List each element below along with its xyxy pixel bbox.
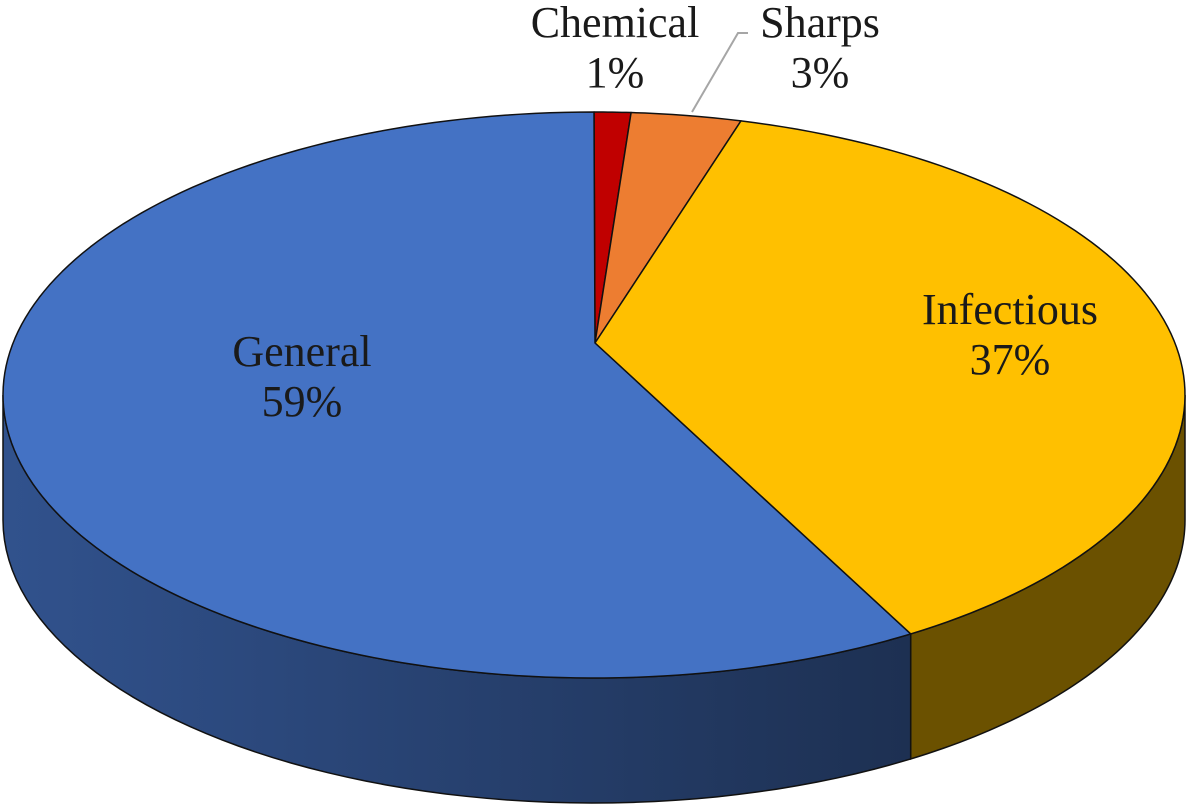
label-chemical: Chemical 1% [531, 0, 700, 98]
label-sharps: Sharps 3% [760, 0, 880, 98]
label-general: General 59% [232, 327, 371, 427]
label-chemical-value: 1% [585, 48, 645, 97]
slice-sharps [594, 111, 742, 344]
label-general-value: 59% [261, 377, 343, 426]
label-general-name: General [232, 327, 372, 376]
leader-line-sharps [691, 32, 748, 113]
slice-infectious [594, 120, 1186, 635]
label-infectious-value: 37% [969, 335, 1051, 384]
label-infectious: Infectious 37% [922, 285, 1098, 385]
label-chemical-name: Chemical [530, 0, 700, 47]
label-sharps-value: 3% [790, 48, 850, 97]
label-infectious-name: Infectious [922, 285, 1098, 334]
label-sharps-name: Sharps [760, 0, 880, 47]
slice-general [2, 111, 912, 679]
